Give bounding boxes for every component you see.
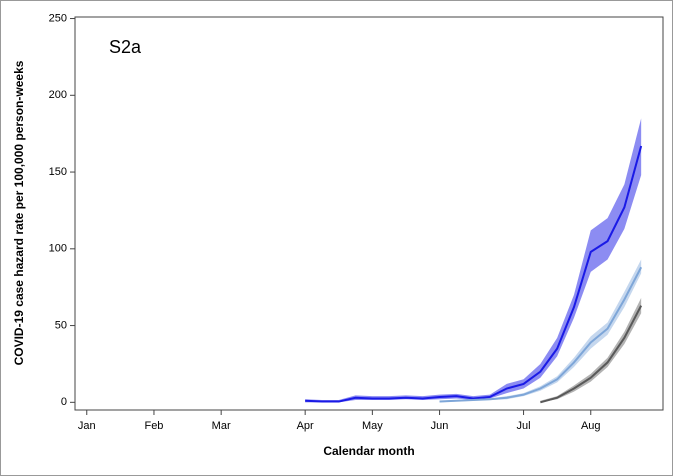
x-tick-label: Mar: [212, 420, 231, 432]
y-tick-label: 150: [49, 166, 67, 178]
confidence-band: [305, 118, 642, 403]
x-tick-label: Jan: [78, 420, 96, 432]
plot-frame: [74, 16, 664, 411]
y-tick-label: 250: [49, 12, 67, 24]
confidence-band: [439, 259, 642, 403]
confidence-band: [540, 297, 642, 403]
x-tick-label: Feb: [144, 420, 163, 432]
y-tick-label: 100: [49, 243, 67, 255]
y-tick-label: 0: [61, 396, 67, 408]
line: [540, 305, 643, 404]
line: [305, 145, 643, 403]
x-tick-label: Jun: [431, 420, 449, 432]
annotation: S2a: [109, 37, 142, 57]
y-tick-label: 50: [55, 319, 67, 331]
x-tick-label: May: [362, 420, 383, 432]
y-axis-label: COVID-19 case hazard rate per 100,000 pe…: [12, 60, 26, 365]
x-tick-label: Jul: [517, 420, 531, 432]
y-tick-label: 200: [49, 89, 67, 101]
x-axis-label: Calendar month: [323, 444, 414, 458]
line: [439, 266, 643, 403]
x-tick-label: Aug: [581, 420, 601, 432]
x-tick-label: Apr: [297, 420, 314, 432]
